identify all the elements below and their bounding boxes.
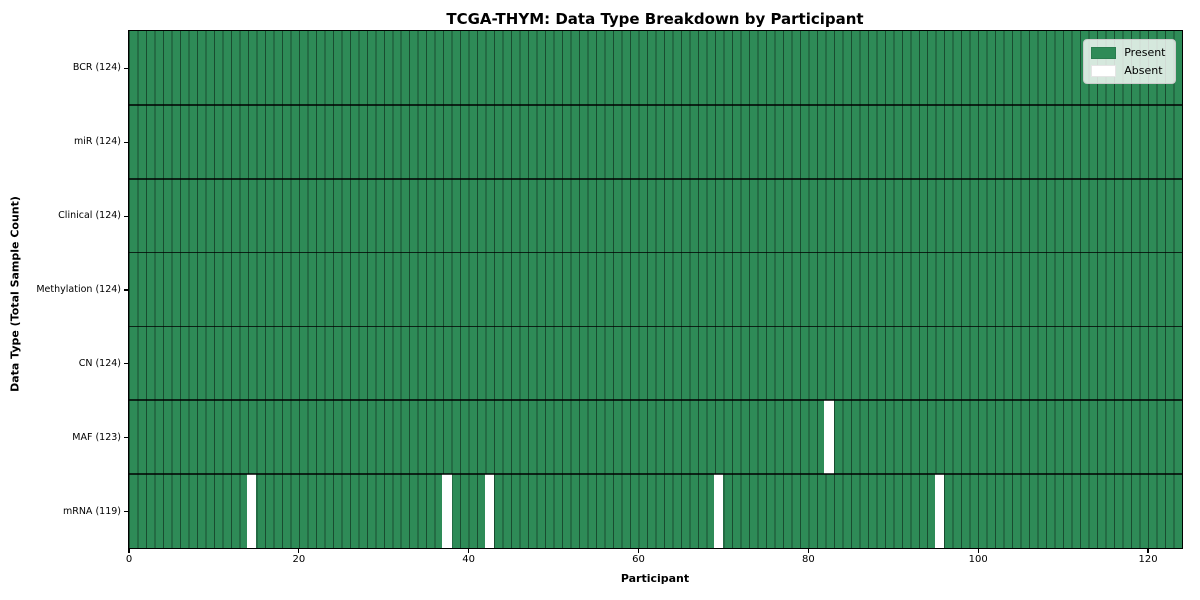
y-tick-mark (124, 437, 128, 439)
x-tick-mark (298, 549, 300, 553)
row-boundary-line (128, 325, 1182, 328)
absent-bar-mRNA-69 (713, 474, 724, 548)
x-tick-mark (1147, 549, 1149, 553)
y-tick-mark (124, 510, 128, 513)
legend-item-absent: Absent (1091, 64, 1165, 77)
legend-label: Absent (1124, 64, 1163, 77)
x-tick-label-100: 100 (968, 554, 988, 565)
y-tick-label-MAF: MAF (123) (72, 431, 121, 443)
x-tick-mark (468, 549, 470, 553)
column-grid-lines (128, 31, 1182, 548)
legend: Present Absent (1083, 39, 1176, 84)
x-axis-label: Participant (620, 572, 690, 585)
x-tick-label-120: 120 (1138, 554, 1158, 565)
absent-bar-mRNA-95 (934, 474, 945, 548)
row-boundary-line (128, 104, 1182, 106)
row-boundary-line (128, 177, 1182, 180)
x-tick-mark (807, 549, 809, 553)
x-tick-label-60: 60 (632, 554, 645, 565)
y-tick-mark (124, 363, 128, 365)
plot-area: Present Absent (127, 30, 1183, 549)
y-tick-mark (124, 141, 128, 143)
y-tick-mark (124, 215, 128, 217)
legend-label: Present (1124, 46, 1166, 59)
legend-swatch-absent (1091, 64, 1117, 77)
chart-title: TCGA-THYM: Data Type Breakdown by Partic… (446, 10, 864, 28)
x-tick-label-40: 40 (462, 554, 476, 565)
absent-bar-mRNA-14 (246, 474, 257, 548)
y-tick-label-CN: CN (124) (78, 357, 121, 369)
x-tick-label-20: 20 (292, 554, 306, 565)
x-tick-label-0: 0 (125, 554, 133, 565)
x-tick-mark (977, 549, 979, 553)
row-boundary-line (128, 473, 1182, 475)
legend-item-present: Present (1091, 46, 1166, 59)
x-tick-label-80: 80 (801, 554, 815, 565)
row-boundary-line (128, 399, 1182, 402)
absent-bar-MAF-82 (824, 400, 834, 475)
y-tick-label-miR: miR (124) (73, 136, 121, 148)
y-tick-label-Methylation: Methylation (124) (36, 284, 121, 295)
row-boundary-line (128, 251, 1182, 254)
x-tick-mark (128, 549, 130, 553)
y-tick-mark (124, 67, 128, 70)
x-tick-mark (637, 549, 640, 553)
y-tick-mark (124, 289, 128, 291)
absent-bar-mRNA-37 (442, 474, 452, 548)
absent-bar-mRNA-42 (484, 474, 495, 548)
y-tick-label-BCR: BCR (124) (72, 62, 121, 74)
legend-swatch-present (1091, 46, 1117, 59)
y-tick-label-Clinical: Clinical (124) (58, 210, 121, 222)
y-tick-label-mRNA: mRNA (119) (62, 505, 121, 517)
